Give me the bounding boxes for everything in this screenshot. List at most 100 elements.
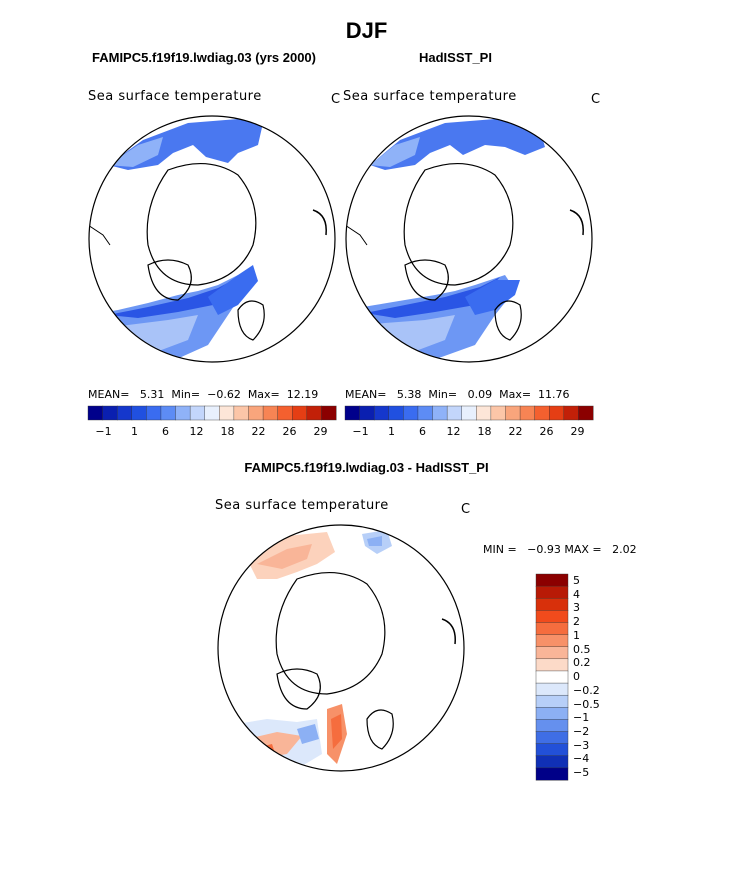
model-colorbar-ticks: −1 1 6 12 18 22 26 29 bbox=[88, 425, 336, 439]
colorbar-swatch bbox=[461, 405, 477, 421]
colorbar-tick-label: 26 bbox=[539, 425, 554, 438]
colorbar-swatch bbox=[204, 405, 220, 421]
model-unit-label: C bbox=[331, 92, 341, 107]
colorbar-swatch bbox=[321, 405, 337, 421]
obs-polar-map bbox=[345, 115, 593, 363]
colorbar-tick-label: 3 bbox=[573, 601, 580, 615]
colorbar-swatch bbox=[175, 405, 191, 421]
colorbar-tick-label: 2 bbox=[573, 615, 580, 629]
colorbar-tick-label: 29 bbox=[570, 425, 585, 438]
colorbar-swatch bbox=[535, 646, 569, 660]
model-field-label: Sea surface temperature bbox=[88, 89, 262, 104]
colorbar-tick-label: 22 bbox=[508, 425, 523, 438]
model-polar-map bbox=[88, 115, 336, 363]
difference-title: FAMIPC5.f19f19.lwdiag.03 - HadISST_PI bbox=[244, 460, 489, 475]
colorbar-swatch bbox=[535, 610, 569, 623]
colorbar-swatch bbox=[535, 682, 569, 696]
colorbar-swatch bbox=[446, 405, 463, 421]
colorbar-swatch bbox=[277, 405, 293, 421]
colorbar-tick-label: −0.2 bbox=[573, 683, 600, 697]
colorbar-swatch bbox=[388, 405, 404, 421]
colorbar-tick-label: −0.5 bbox=[573, 697, 600, 711]
colorbar-tick-label: 18 bbox=[477, 425, 492, 438]
colorbar-tick-label: 12 bbox=[189, 425, 204, 438]
colorbar-swatch bbox=[131, 405, 147, 421]
colorbar-tick-label: −2 bbox=[573, 724, 590, 738]
colorbar-swatch bbox=[535, 694, 569, 708]
colorbar-tick-label: −4 bbox=[573, 752, 590, 766]
colorbar-swatch bbox=[535, 585, 569, 599]
colorbar-tick-label: 0.5 bbox=[573, 642, 591, 656]
colorbar-tick-label: 5 bbox=[573, 573, 580, 587]
colorbar-tick-label: 6 bbox=[419, 425, 426, 438]
colorbar-tick-label: −1 bbox=[352, 425, 369, 438]
colorbar-swatch bbox=[219, 405, 235, 421]
colorbar-tick-label: −1 bbox=[573, 711, 590, 725]
colorbar-tick-label: 1 bbox=[573, 628, 580, 642]
obs-colorbar bbox=[344, 405, 594, 421]
colorbar-swatch bbox=[505, 405, 521, 421]
colorbar-swatch bbox=[373, 405, 390, 421]
colorbar-swatch bbox=[359, 405, 375, 421]
colorbar-swatch bbox=[578, 405, 594, 421]
colorbar-tick-label: 0.2 bbox=[573, 656, 591, 670]
colorbar-swatch bbox=[535, 707, 569, 720]
colorbar-swatch bbox=[535, 743, 569, 757]
colorbar-tick-label: 12 bbox=[446, 425, 461, 438]
colorbar-swatch bbox=[306, 405, 322, 421]
colorbar-swatch bbox=[102, 405, 118, 421]
colorbar-swatch bbox=[563, 405, 579, 421]
colorbar-swatch bbox=[403, 405, 419, 421]
colorbar-swatch bbox=[87, 405, 104, 421]
colorbar-swatch bbox=[535, 755, 569, 769]
obs-case-title: HadISST_PI bbox=[419, 50, 492, 65]
colorbar-tick-label: 1 bbox=[388, 425, 395, 438]
obs-field-label: Sea surface temperature bbox=[343, 89, 517, 104]
difference-colorbar bbox=[535, 573, 569, 781]
colorbar-swatch bbox=[116, 405, 133, 421]
model-colorbar bbox=[87, 405, 337, 421]
colorbar-swatch bbox=[344, 405, 361, 421]
pacific-sst-region bbox=[370, 119, 545, 170]
colorbar-swatch bbox=[535, 670, 569, 684]
colorbar-swatch bbox=[476, 405, 492, 421]
map-boundary bbox=[88, 115, 336, 363]
colorbar-swatch bbox=[292, 405, 308, 421]
colorbar-swatch bbox=[262, 405, 279, 421]
colorbar-swatch bbox=[535, 767, 569, 781]
colorbar-swatch bbox=[417, 405, 434, 421]
colorbar-tick-label: −1 bbox=[95, 425, 112, 438]
obs-unit-label: C bbox=[591, 92, 601, 107]
difference-polar-map bbox=[217, 524, 465, 772]
colorbar-tick-label: 22 bbox=[251, 425, 266, 438]
colorbar-tick-label: 0 bbox=[573, 670, 580, 683]
colorbar-swatch bbox=[535, 634, 569, 648]
colorbar-swatch bbox=[535, 719, 569, 733]
season-title: DJF bbox=[345, 18, 388, 43]
colorbar-tick-label: 4 bbox=[573, 587, 580, 601]
diff-unit-label: C bbox=[461, 502, 471, 517]
colorbar-tick-label: 18 bbox=[220, 425, 235, 438]
colorbar-swatch bbox=[534, 405, 550, 421]
colorbar-swatch bbox=[535, 622, 569, 636]
colorbar-swatch bbox=[233, 405, 249, 421]
colorbar-swatch bbox=[535, 598, 569, 611]
colorbar-tick-label: 26 bbox=[282, 425, 297, 438]
difference-colorbar-ticks: 5 4 3 2 1 0.5 0.2 0 −0.2 −0.5 −1 −2 −3 −4 −5 bbox=[573, 574, 613, 780]
colorbar-swatch bbox=[519, 405, 536, 421]
diff-stats: MIN = −0.93 MAX = 2.02 bbox=[483, 543, 637, 556]
colorbar-swatch bbox=[248, 405, 264, 421]
colorbar-swatch bbox=[549, 405, 565, 421]
colorbar-swatch bbox=[160, 405, 177, 421]
model-stats: MEAN= 5.31 Min= −0.62 Max= 12.19 bbox=[88, 388, 319, 401]
colorbar-swatch bbox=[535, 658, 569, 672]
obs-colorbar-ticks: −1 1 6 12 18 22 26 29 bbox=[345, 425, 593, 439]
map-boundary bbox=[345, 115, 593, 363]
colorbar-swatch bbox=[146, 405, 162, 421]
colorbar-swatch bbox=[432, 405, 448, 421]
obs-stats: MEAN= 5.38 Min= 0.09 Max= 11.76 bbox=[345, 388, 570, 401]
colorbar-tick-label: 1 bbox=[131, 425, 138, 438]
colorbar-tick-label: 6 bbox=[162, 425, 169, 438]
colorbar-tick-label: −5 bbox=[573, 766, 590, 780]
colorbar-tick-label: −3 bbox=[573, 738, 590, 752]
